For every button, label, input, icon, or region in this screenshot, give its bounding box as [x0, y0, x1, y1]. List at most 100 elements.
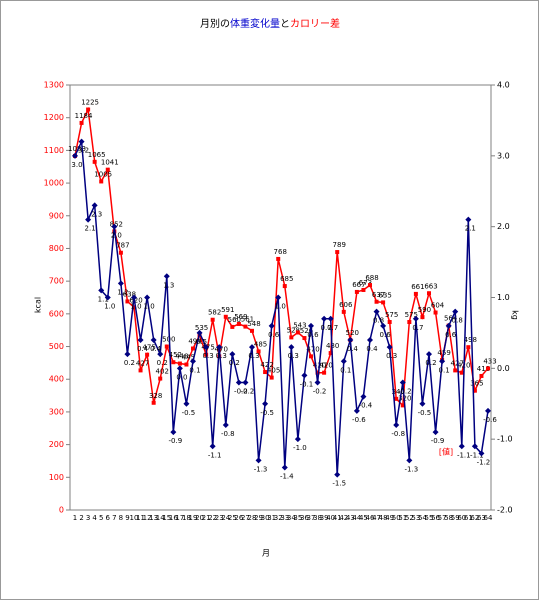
x-tick-label: 1: [73, 514, 77, 522]
series-line: [74, 138, 489, 475]
x-tick-label: 41: [333, 514, 342, 522]
marker: [170, 429, 177, 436]
x-tick-label: 62: [470, 514, 479, 522]
data-label: 1225: [81, 99, 99, 107]
x-tick-label: 19: [189, 514, 198, 522]
x-tick-label: 32: [274, 514, 283, 522]
marker: [327, 315, 334, 322]
data-label: 0.3: [203, 352, 214, 360]
x-tick-label: 7: [112, 514, 116, 522]
marker: [485, 407, 491, 414]
data-label: 470: [215, 345, 228, 353]
data-label: 564: [444, 315, 458, 323]
data-label: 427: [136, 359, 149, 367]
marker: [439, 358, 446, 365]
y-tick-label: 800: [49, 244, 64, 253]
marker: [281, 464, 288, 471]
marker: [163, 273, 170, 280]
marker: [117, 280, 124, 287]
x-tick-label: 14: [156, 514, 165, 522]
data-label: 0.6: [380, 331, 392, 339]
data-label: 0.4: [137, 345, 149, 353]
chart-title: 月別の体重変化量とカロリー差: [200, 17, 340, 30]
x-tick-label: 46: [366, 514, 375, 522]
data-label: 637: [372, 291, 385, 299]
data-label: 2.3: [91, 210, 102, 218]
x-tick-label: 39: [320, 514, 329, 522]
x-tick-label: 64: [484, 514, 493, 522]
marker: [361, 287, 366, 292]
marker: [322, 370, 327, 375]
marker: [386, 344, 393, 351]
marker: [268, 322, 275, 329]
marker: [104, 294, 111, 301]
data-label: 0.6: [268, 331, 280, 339]
data-label: -1.2: [477, 458, 491, 466]
data-label: 663: [424, 282, 437, 290]
data-label: 1065: [88, 151, 106, 159]
x-tick-label: 53: [411, 514, 420, 522]
marker: [263, 370, 268, 375]
x-tick-label: 4: [92, 514, 97, 522]
data-label: 3.2: [78, 147, 89, 155]
x-tick-label: 45: [359, 514, 368, 522]
data-label: 852: [110, 220, 123, 228]
marker: [236, 321, 241, 326]
marker: [164, 344, 169, 349]
marker: [413, 291, 418, 296]
y-tick-label: 500: [49, 342, 64, 351]
x-tick-label: 13: [149, 514, 158, 522]
y-tick-label: 400: [49, 375, 64, 384]
data-label: 410: [477, 365, 490, 373]
marker: [354, 289, 359, 294]
data-label: 1.3: [163, 281, 174, 289]
marker: [393, 422, 400, 428]
x-tick-label: 42: [339, 514, 348, 522]
data-label: -0.2: [313, 388, 327, 396]
data-label: 328: [149, 392, 162, 400]
x-tick-label: 36: [300, 514, 309, 522]
marker: [151, 400, 156, 405]
y-tick-label: 1100: [44, 146, 64, 155]
marker: [256, 349, 261, 354]
data-label: -0.2: [234, 388, 248, 396]
marker: [105, 167, 110, 172]
marker: [458, 443, 465, 450]
x-tick-label: 55: [425, 514, 434, 522]
data-label: 0.8: [452, 317, 463, 325]
marker: [432, 429, 439, 436]
x-tick-label: 54: [418, 514, 427, 522]
data-label: 1.0: [144, 303, 155, 311]
marker: [190, 358, 196, 365]
marker: [302, 336, 307, 341]
data-label: 0.3: [216, 352, 227, 360]
data-label: 685: [280, 275, 293, 283]
marker: [235, 379, 242, 386]
marker: [427, 291, 431, 296]
x-tick-label: 35: [293, 514, 302, 522]
marker: [360, 393, 367, 400]
x-tick-label: 37: [307, 514, 316, 522]
data-label: 480: [326, 342, 339, 350]
data-label: 405: [267, 367, 280, 375]
data-label: 0.2: [425, 359, 436, 367]
marker: [125, 299, 130, 304]
data-label: 0.7: [327, 324, 338, 332]
x-tick-label: 52: [405, 514, 414, 522]
data-label: 789: [333, 241, 346, 249]
x-tick-label: 38: [313, 514, 322, 522]
data-label: 0.3: [248, 352, 259, 360]
marker: [373, 308, 380, 315]
marker: [275, 294, 282, 301]
x-tick-label: 21: [202, 514, 211, 522]
data-label: 543: [293, 321, 306, 329]
x-tick-label: 56: [431, 514, 440, 522]
marker: [387, 320, 392, 325]
x-tick-label: 16: [169, 514, 178, 522]
marker: [459, 370, 464, 375]
marker: [433, 310, 438, 315]
y2-tick-label: 0.0: [497, 364, 510, 373]
x-tick-label: 63: [477, 514, 486, 522]
data-label: -1.5: [332, 480, 346, 488]
data-label: 528: [287, 326, 300, 334]
